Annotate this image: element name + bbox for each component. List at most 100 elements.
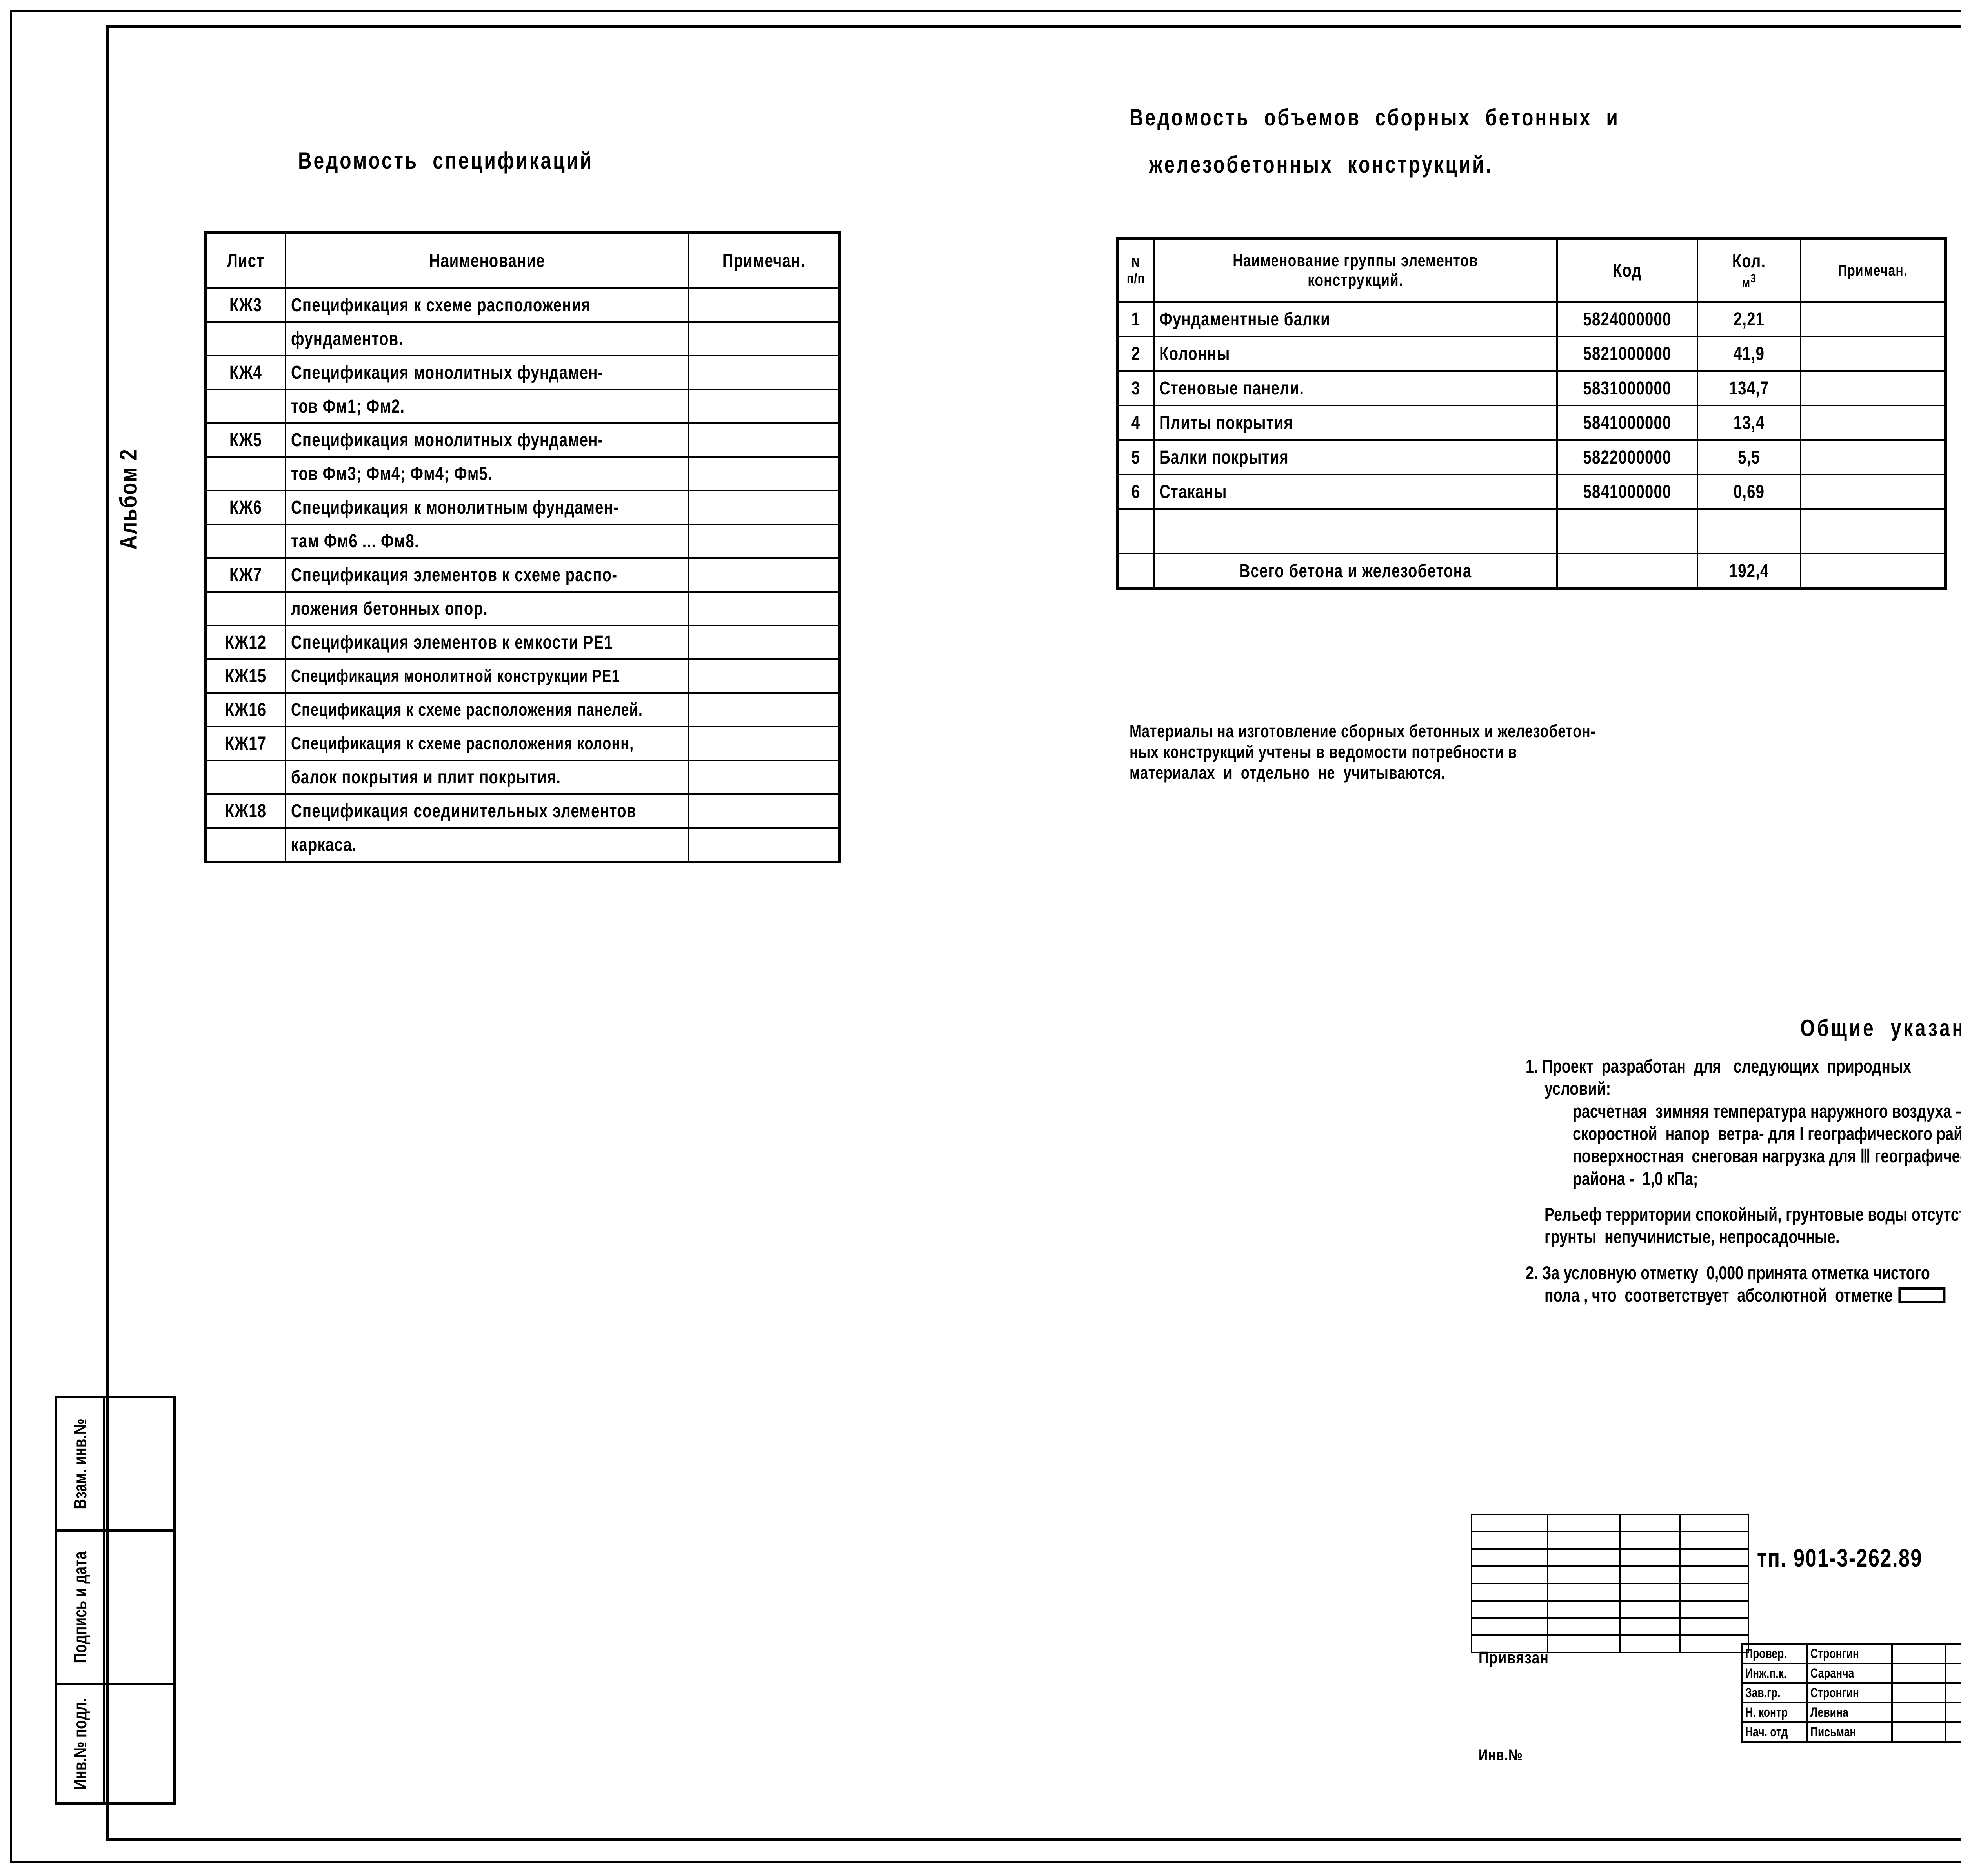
sig-date-cell: [1945, 1721, 1961, 1743]
spec-row-text: Спецификация монолитной конструкции РЕ1: [291, 666, 620, 685]
vol-row-group: Фундаментные балки: [1159, 309, 1330, 330]
sig-name: Письман: [1810, 1724, 1856, 1740]
gi-condition-snow: поверхностная снеговая нагрузка для Ⅲ ге…: [1573, 1145, 1961, 1167]
gi-relief-line-cont: грунты непучинистые, непросадочные.: [1544, 1226, 1840, 1247]
volumes-total-label: Всего бетона и железобетона: [1239, 560, 1472, 582]
table-row: [1471, 1600, 1749, 1619]
vol-row-group: Стаканы: [1159, 481, 1227, 502]
sig-date-cell: [1945, 1702, 1961, 1723]
spec-col-note: Примечан.: [722, 250, 806, 271]
sig-role: Н. контр: [1745, 1705, 1788, 1720]
vol-row-qty: 2,21: [1733, 309, 1765, 330]
gi-item-2-cont: пола , что соответствует абсолютной отме…: [1544, 1284, 1893, 1305]
vol-row-no: 6: [1131, 481, 1141, 502]
vol-row-group: Балки покрытия: [1159, 447, 1289, 468]
vol-row-code: 5841000000: [1583, 412, 1672, 433]
spec-list-title: Ведомость спецификаций: [298, 147, 594, 174]
gi-item-2: 2. За условную отметку 0,000 принята отм…: [1526, 1262, 1930, 1283]
signature-grid: Провер. Стронгин Инж.п.к. Саранча Зав.гр…: [1741, 1643, 1961, 1743]
general-instructions-body: 1. Проект разработан для следующих приро…: [1526, 1055, 1961, 1306]
spec-row-sheet: КЖ17: [225, 733, 267, 754]
vol-row-code: 5821000000: [1583, 343, 1672, 364]
table-row: КЖ7 Спецификация элементов к схеме распо…: [204, 557, 840, 593]
table-row: [1471, 1548, 1749, 1567]
margin-stamp-column: Взам. инв.№ Подпись и дата Инв.№ подл.: [55, 1396, 105, 1805]
table-row: [1471, 1617, 1749, 1636]
spec-row-text-cont: балок покрытия и плит покрытия.: [291, 767, 561, 788]
table-row: 4 Плиты покрытия 5841000000 13,4: [1116, 405, 1946, 441]
sig-signature-cell: [1891, 1702, 1946, 1723]
spec-row-sheet: КЖ7: [229, 564, 262, 585]
sig-date-cell: [1945, 1643, 1961, 1664]
sig-role: Нач. отд: [1745, 1724, 1788, 1740]
gi-item-1-cont: условий:: [1544, 1078, 1611, 1099]
vol-row-qty: 0,69: [1733, 481, 1765, 502]
spec-row-sheet: КЖ18: [225, 800, 267, 822]
vol-row-qty: 41,9: [1733, 343, 1765, 364]
sig-role: Зав.гр.: [1745, 1685, 1781, 1700]
spec-row-text-cont: каркаса.: [291, 834, 357, 855]
vol-row-qty: 13,4: [1733, 412, 1765, 433]
inventory-number-label: Инв.№: [1479, 1747, 1523, 1764]
table-row: [1471, 1583, 1749, 1602]
vol-row-no: 3: [1131, 378, 1141, 399]
spec-row-text: Спецификация к схеме расположения панеле…: [291, 700, 643, 720]
spec-row-sheet: КЖ16: [225, 699, 267, 720]
elevation-box-icon: [1898, 1287, 1946, 1303]
spec-row-text-cont: там Фм6 ... Фм8.: [291, 531, 419, 552]
spec-row-text-cont: тов Фм3; Фм4; Фм4; Фм5.: [291, 463, 493, 484]
sig-name: Стронгин: [1810, 1646, 1859, 1661]
gi-item-1: 1. Проект разработан для следующих приро…: [1526, 1056, 1911, 1076]
spec-row-text-cont: ложения бетонных опор.: [291, 598, 488, 619]
table-row: Н. контр Левина: [1741, 1702, 1961, 1723]
vol-row-code: 5831000000: [1583, 378, 1672, 399]
spec-row-text: Спецификация элементов к емкости РЕ1: [291, 632, 613, 653]
table-row: КЖ16 Спецификация к схеме расположения п…: [204, 692, 840, 727]
sheet-outer-frame: [10, 10, 1961, 1863]
table-row: КЖ17 Спецификация к схеме расположения к…: [204, 726, 840, 761]
table-row: 5 Балки покрытия 5822000000 5,5: [1116, 439, 1946, 475]
volumes-total-row: Всего бетона и железобетона 192,4: [1116, 553, 1946, 590]
spec-list-table: Лист Наименование Примечан. КЖ3 Специфик…: [204, 231, 841, 863]
gi-condition-temperature: расчетная зимняя температура наружного в…: [1573, 1100, 1961, 1122]
vol-row-code: 5822000000: [1583, 447, 1672, 468]
title-block: тп. 901-3-262.89 КЖ Провер. Стронгин Инж…: [1471, 1514, 1961, 1788]
table-row: Зав.гр. Стронгин: [1741, 1682, 1961, 1703]
table-row: тов Фм1; Фм2.: [204, 389, 840, 424]
table-row: 6 Стаканы 5841000000 0,69: [1116, 474, 1946, 510]
spec-col-name: Наименование: [429, 250, 545, 271]
vol-row-qty: 134,7: [1729, 378, 1769, 399]
margin-cell-invno: Инв.№ подл.: [57, 1685, 103, 1802]
volumes-title-line2: железобетонных конструкций.: [1149, 151, 1493, 178]
margin-label-invno: Инв.№ подл.: [70, 1698, 90, 1790]
margin-cell-vzam: Взам. инв.№: [57, 1398, 103, 1532]
materials-note: Материалы на изготовление сборных бетонн…: [1130, 721, 1712, 783]
sig-name: Стронгин: [1810, 1685, 1859, 1700]
album-label: Альбом 2: [115, 448, 142, 550]
table-row-empty: [1116, 508, 1946, 554]
sig-role: Провер.: [1745, 1646, 1787, 1661]
table-row: [1471, 1634, 1749, 1653]
vol-row-no: 4: [1131, 412, 1141, 433]
table-row: КЖ18 Спецификация соединительных элемент…: [204, 793, 840, 829]
margin-cell-podpis: Подпись и дата: [57, 1532, 103, 1685]
table-row: КЖ12 Спецификация элементов к емкости РЕ…: [204, 625, 840, 660]
sig-role: Инж.п.к.: [1745, 1665, 1787, 1681]
vol-row-no: 5: [1131, 447, 1141, 468]
table-row: Провер. Стронгин: [1741, 1643, 1961, 1664]
spec-row-text-cont: тов Фм1; Фм2.: [291, 396, 405, 417]
table-row: 3 Стеновые панели. 5831000000 134,7: [1116, 370, 1946, 406]
margin-stamp-extension: [105, 1396, 176, 1805]
table-row: Нач. отд Письман: [1741, 1721, 1961, 1743]
spec-row-text: Спецификация элементов к схеме распо-: [291, 564, 618, 585]
margin-label-podpis: Подпись и дата: [70, 1551, 90, 1663]
table-row: каркаса.: [204, 827, 840, 863]
sig-date-cell: [1945, 1663, 1961, 1684]
vol-row-group: Стеновые панели.: [1159, 378, 1304, 399]
table-row: [1471, 1514, 1749, 1532]
sig-date-cell: [1945, 1682, 1961, 1703]
spec-row-sheet: КЖ5: [229, 429, 262, 451]
vol-col-group-l2: конструкций.: [1308, 271, 1403, 290]
